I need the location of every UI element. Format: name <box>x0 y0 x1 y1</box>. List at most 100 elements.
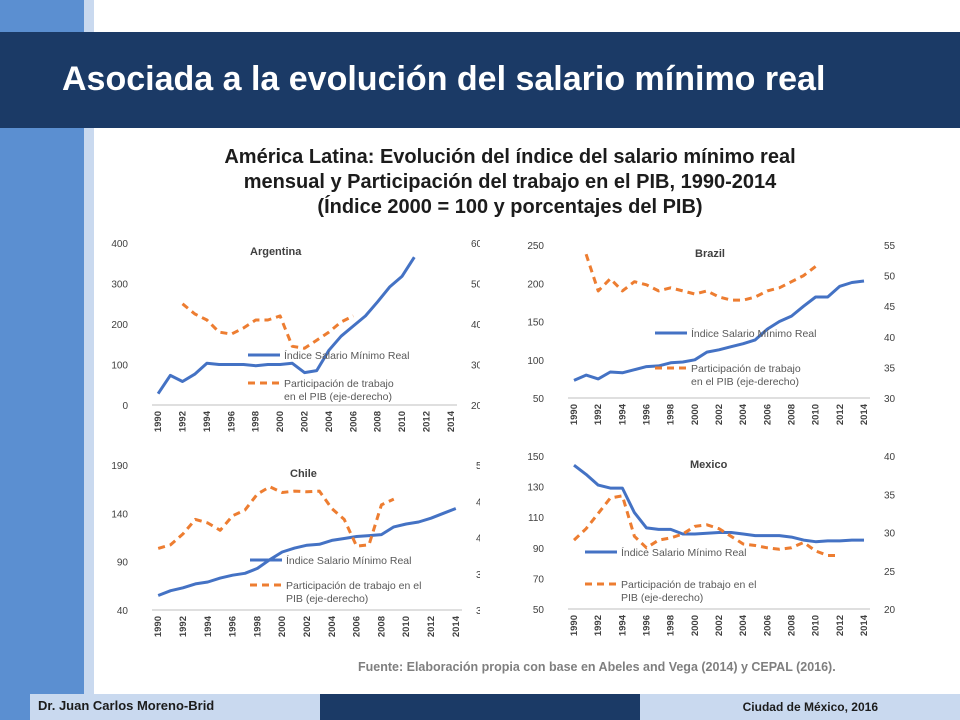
y-right-tick-label: 50 <box>471 280 480 291</box>
legend-label-labor-share: Participación de trabajo en el PIB (eje-d… <box>621 579 756 604</box>
y-right-tick-label: 55 <box>884 241 896 252</box>
x-tick-label: 2008 <box>786 615 797 636</box>
x-tick-label: 2002 <box>714 404 725 425</box>
x-tick-label: 1996 <box>642 615 653 636</box>
x-tick-label: 2010 <box>397 411 408 432</box>
y-left-tick-label: 50 <box>533 605 545 616</box>
subtitle-line-2: mensual y Participación del trabajo en e… <box>243 171 777 193</box>
x-tick-label: 2010 <box>811 615 822 636</box>
x-tick-label: 2004 <box>327 615 338 637</box>
x-tick-label: 1996 <box>228 616 239 637</box>
chart-subtitle: América Latina: Evolución del índice del… <box>120 145 900 220</box>
y-right-tick-label: 20 <box>471 401 480 412</box>
labor-share-line <box>181 302 354 350</box>
y-left-tick-label: 0 <box>122 401 128 412</box>
slide-header: Asociada a la evolución del salario míni… <box>0 32 960 128</box>
subtitle-line-1: América Latina: Evolución del índice del… <box>224 146 796 168</box>
y-right-tick-label: 40 <box>884 333 896 344</box>
y-left-tick-label: 190 <box>111 461 128 472</box>
x-tick-label: 1994 <box>203 615 214 637</box>
labor-share-line <box>572 494 840 557</box>
x-tick-label: 1998 <box>251 411 262 432</box>
y-left-tick-label: 130 <box>527 483 544 494</box>
x-tick-label: 1998 <box>666 615 677 636</box>
x-tick-label: 2008 <box>376 616 387 637</box>
y-left-tick-label: 90 <box>533 544 545 555</box>
y-right-tick-label: 50 <box>884 272 896 283</box>
legend-label-labor-share: Participación de trabajo en el PIB (eje-d… <box>284 378 394 403</box>
x-tick-label: 2006 <box>348 411 359 432</box>
x-tick-label: 1994 <box>617 403 628 425</box>
x-tick-label: 1992 <box>593 404 604 425</box>
y-left-tick-label: 250 <box>527 241 544 252</box>
y-left-tick-label: 100 <box>527 356 544 367</box>
x-tick-label: 2012 <box>835 404 846 425</box>
x-tick-label: 1994 <box>202 410 213 432</box>
y-right-tick-label: 35 <box>884 363 896 374</box>
footer-city: Ciudad de México, 2016 <box>742 700 878 714</box>
x-tick-label: 2002 <box>302 616 313 637</box>
x-tick-label: 1992 <box>593 615 604 636</box>
y-left-tick-label: 90 <box>117 558 129 569</box>
x-tick-label: 1998 <box>252 616 263 637</box>
y-left-tick-label: 110 <box>528 513 544 524</box>
x-tick-label: 2008 <box>786 404 797 425</box>
legend-label-salary: Índice Salario Mínimo Real <box>284 349 409 362</box>
y-right-tick-label: 40 <box>476 534 480 545</box>
x-tick-label: 1992 <box>178 411 189 432</box>
x-tick-label: 2006 <box>762 404 773 425</box>
x-tick-label: 1996 <box>226 411 237 432</box>
footer-bar-middle <box>320 694 640 720</box>
y-right-tick-label: 50 <box>476 461 480 472</box>
y-left-tick-label: 150 <box>527 452 544 463</box>
salary-index-line <box>573 464 864 544</box>
chart-mexico: 50 70 90 110 130 150 20 25 30 35 40 1990 1992 1994 199… <box>527 452 896 636</box>
y-right-tick-label: 35 <box>476 570 480 581</box>
x-tick-label: 2000 <box>690 404 701 425</box>
legend-label-labor-share: Participación de trabajo en el PIB (eje-d… <box>691 363 801 388</box>
chart-argentina: 0 100 200 300 400 20 30 40 50 60 1990 1992 1994 1996 1… <box>111 239 480 432</box>
y-right-tick-label: 35 <box>884 490 896 501</box>
y-left-tick-label: 150 <box>527 318 544 329</box>
x-tick-label: 1990 <box>153 411 164 432</box>
y-right-tick-label: 60 <box>471 239 480 250</box>
x-tick-label: 2010 <box>811 404 822 425</box>
x-tick-label: 1990 <box>569 404 580 425</box>
x-tick-label: 2000 <box>275 411 286 432</box>
subtitle-line-3: (Índice 2000 = 100 y porcentajes del PIB… <box>317 196 703 218</box>
x-tick-label: 2000 <box>690 615 701 636</box>
legend-label-salary: Índice Salario Mínimo Real <box>691 327 816 340</box>
x-tick-label: 2012 <box>422 411 433 432</box>
x-tick-label: 2014 <box>451 615 462 637</box>
x-tick-label: 2014 <box>859 614 870 636</box>
y-right-tick-label: 30 <box>884 529 896 540</box>
x-tick-label: 1990 <box>153 616 164 637</box>
x-tick-label: 1992 <box>178 616 189 637</box>
y-right-tick-label: 30 <box>884 394 896 405</box>
x-tick-label: 2000 <box>277 616 288 637</box>
labor-share-line <box>157 485 395 550</box>
footer-bar-right <box>640 694 960 720</box>
y-right-tick-label: 30 <box>471 361 480 372</box>
legend-label-salary: Índice Salario Mínimo Real <box>286 554 411 567</box>
y-left-tick-label: 50 <box>533 394 545 405</box>
legend-label-salary: Índice Salario Mínimo Real <box>621 546 746 559</box>
footer-author: Dr. Juan Carlos Moreno-Brid <box>38 698 215 713</box>
x-tick-label: 2002 <box>714 615 725 636</box>
x-tick-label: 1998 <box>666 404 677 425</box>
y-left-tick-label: 140 <box>111 509 128 520</box>
labor-share-line <box>584 253 817 302</box>
salary-index-line <box>157 507 457 597</box>
y-right-tick-label: 45 <box>476 497 480 508</box>
x-tick-label: 2010 <box>401 616 412 637</box>
y-left-tick-label: 200 <box>111 320 128 331</box>
y-right-tick-label: 45 <box>884 302 896 313</box>
y-right-tick-label: 40 <box>471 320 480 331</box>
footer-bar-left <box>30 694 320 720</box>
left-accent-stripe <box>84 0 94 720</box>
x-tick-label: 2012 <box>835 615 846 636</box>
x-tick-label: 2006 <box>352 616 363 637</box>
y-left-tick-label: 40 <box>117 606 129 617</box>
y-right-tick-label: 30 <box>476 606 480 617</box>
y-left-tick-label: 70 <box>533 574 545 585</box>
